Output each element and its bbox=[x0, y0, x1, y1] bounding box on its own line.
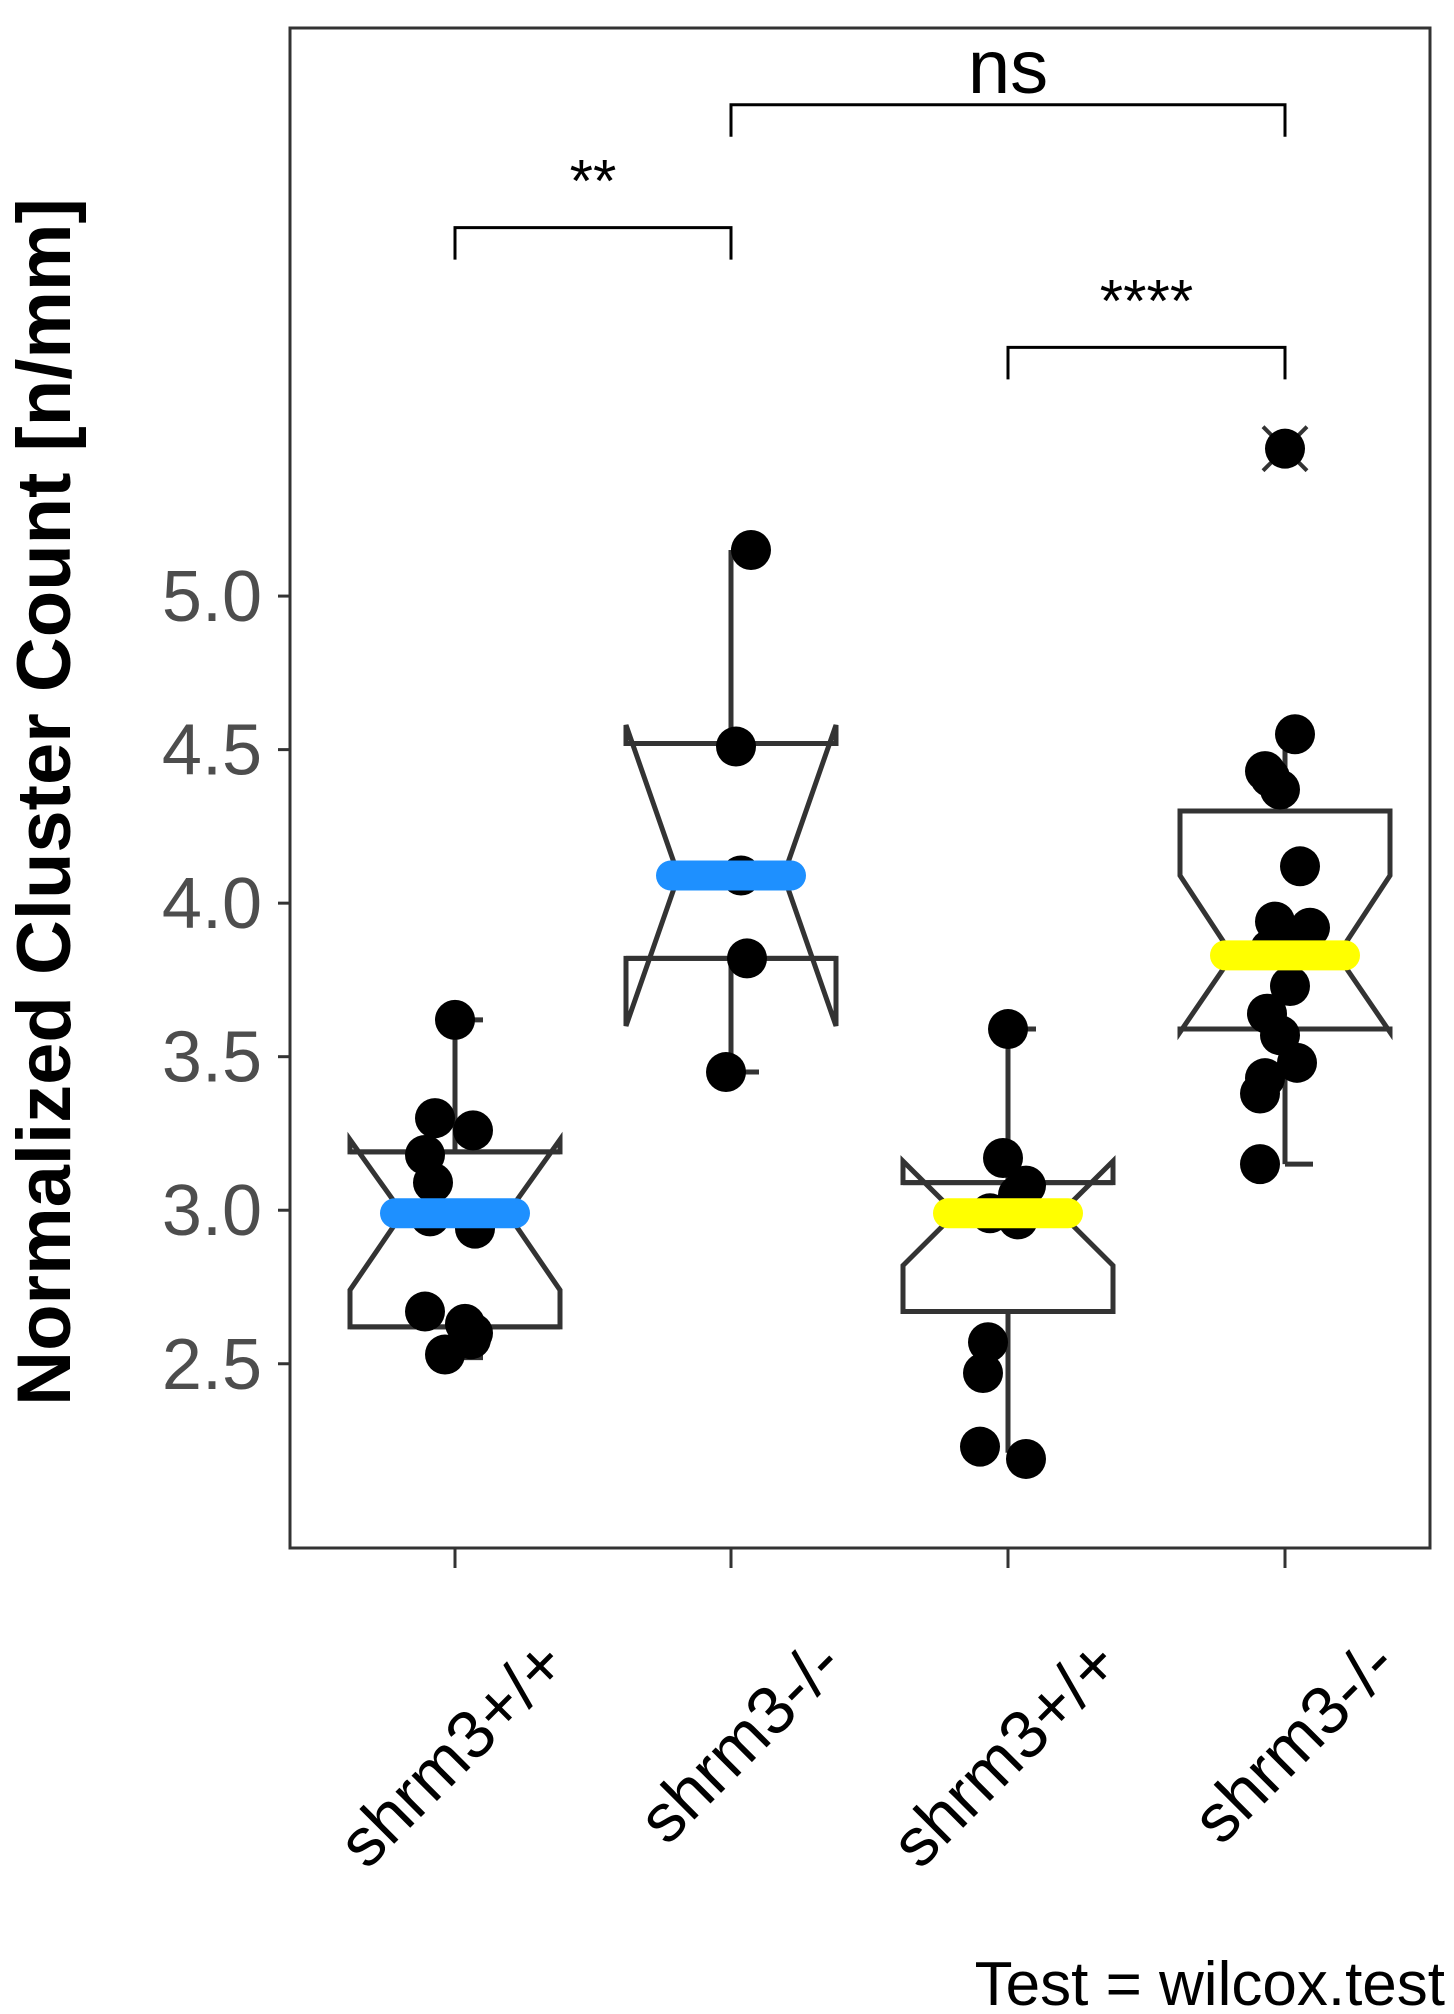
data-point bbox=[963, 1352, 1003, 1393]
x-axis: shrm3+/+ shrm3-/- shrm3+/+ shrm3-/- bbox=[324, 1548, 1411, 1882]
y-tick-label: 4.5 bbox=[162, 711, 262, 791]
y-tick-label: 3.0 bbox=[162, 1171, 262, 1251]
data-point bbox=[425, 1334, 465, 1375]
test-caption: Test = wilcox.test bbox=[975, 1950, 1445, 2014]
notched-box bbox=[347, 1131, 563, 1330]
y-tick-label: 5.0 bbox=[162, 557, 262, 637]
data-point bbox=[727, 938, 767, 979]
boxes bbox=[347, 425, 1393, 1456]
data-point bbox=[1006, 1438, 1046, 1479]
y-axis: 2.5 3.0 3.5 4.0 4.5 5.0 bbox=[162, 557, 290, 1405]
y-tick-label: 2.5 bbox=[162, 1325, 262, 1405]
data-point bbox=[1277, 1042, 1317, 1083]
median-lines bbox=[380, 860, 1360, 1229]
data-point bbox=[968, 1322, 1008, 1363]
data-point bbox=[1270, 966, 1310, 1007]
significance-bracket bbox=[1006, 345, 1287, 380]
y-axis-label: Normalized Cluster Count [n/mm] bbox=[2, 198, 87, 1406]
data-points bbox=[405, 428, 1330, 1479]
data-point bbox=[706, 1052, 746, 1093]
significance-bracket bbox=[729, 103, 1287, 137]
x-tick-label: shrm3+/+ bbox=[324, 1625, 581, 1882]
data-point bbox=[988, 1009, 1028, 1050]
data-point bbox=[731, 530, 771, 571]
x-tick-label: shrm3-/- bbox=[1178, 1625, 1411, 1858]
data-point bbox=[415, 1098, 455, 1139]
data-point bbox=[1240, 1073, 1280, 1114]
significance-label: **** bbox=[1100, 267, 1193, 334]
data-point bbox=[960, 1426, 1000, 1467]
y-tick-label: 3.5 bbox=[162, 1018, 262, 1098]
x-tick-label: shrm3-/- bbox=[624, 1625, 857, 1858]
data-point bbox=[413, 1162, 453, 1203]
significance-label: ns bbox=[968, 25, 1048, 110]
panel-border bbox=[288, 26, 1432, 1550]
significance-bracket bbox=[453, 226, 733, 260]
data-point bbox=[435, 999, 475, 1040]
data-point bbox=[1240, 1144, 1280, 1185]
data-point bbox=[716, 726, 756, 767]
plot-panel bbox=[288, 26, 1432, 1550]
data-point bbox=[1265, 428, 1305, 469]
significance-label: ** bbox=[570, 148, 617, 215]
data-point bbox=[405, 1291, 445, 1332]
data-point bbox=[1260, 769, 1300, 810]
data-point bbox=[453, 1110, 493, 1151]
x-tick-label: shrm3+/+ bbox=[877, 1625, 1134, 1882]
significance-brackets: ** ns **** bbox=[453, 25, 1287, 380]
y-tick-label: 4.0 bbox=[162, 864, 262, 944]
data-point bbox=[983, 1138, 1023, 1179]
data-point bbox=[1275, 714, 1315, 755]
data-point bbox=[1280, 846, 1320, 887]
